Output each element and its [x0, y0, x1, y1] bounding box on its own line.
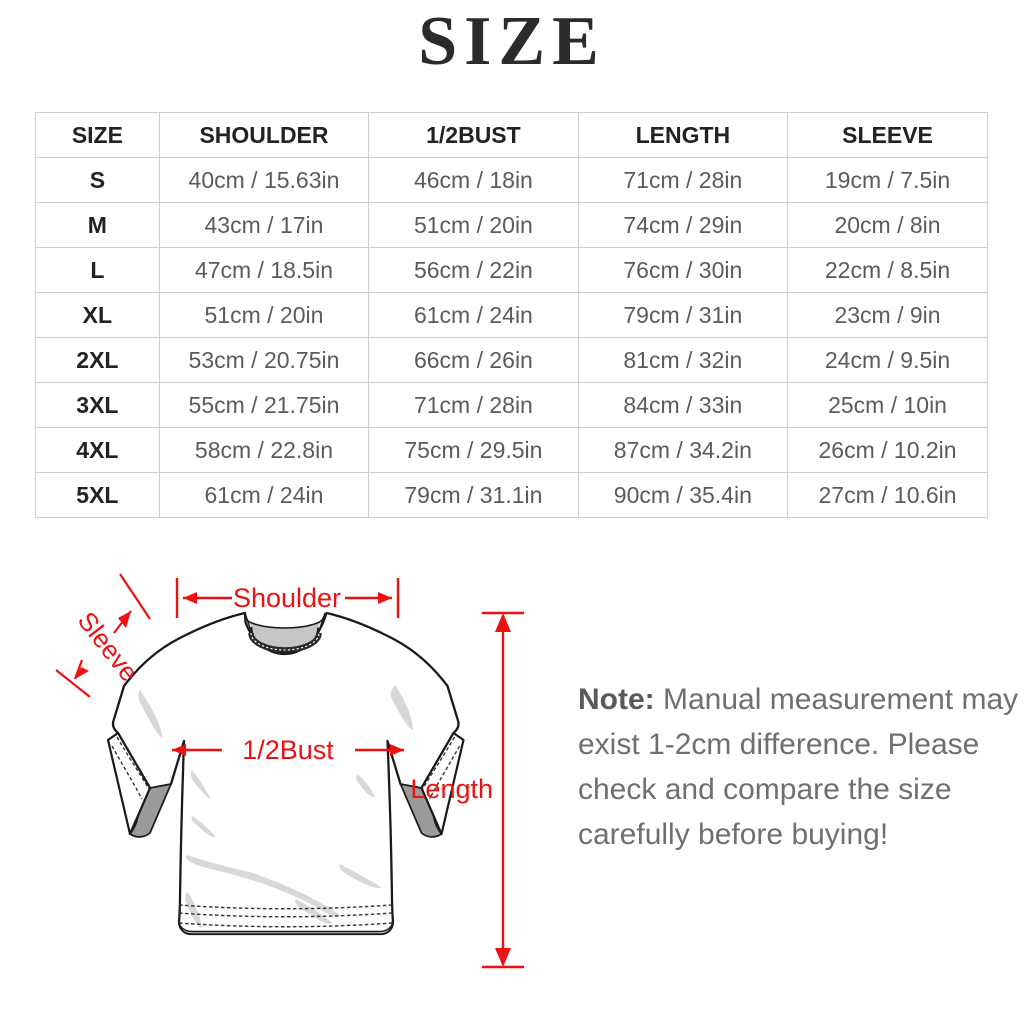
svg-text:Shoulder: Shoulder	[233, 583, 341, 613]
svg-text:carefully before buying!: carefully before buying!	[578, 818, 888, 851]
svg-text:Length: Length	[410, 774, 493, 804]
svg-text:Note: Manual measurement: Note: Manual measurement may	[578, 683, 1018, 716]
svg-text:Sleeve: Sleeve	[72, 606, 145, 687]
svg-text:1/2Bust: 1/2Bust	[242, 735, 334, 765]
svg-text:exist 1-2cm difference. Please: exist 1-2cm difference. Please	[578, 728, 979, 761]
svg-text:check and compare the size: check and compare the size	[578, 773, 952, 806]
